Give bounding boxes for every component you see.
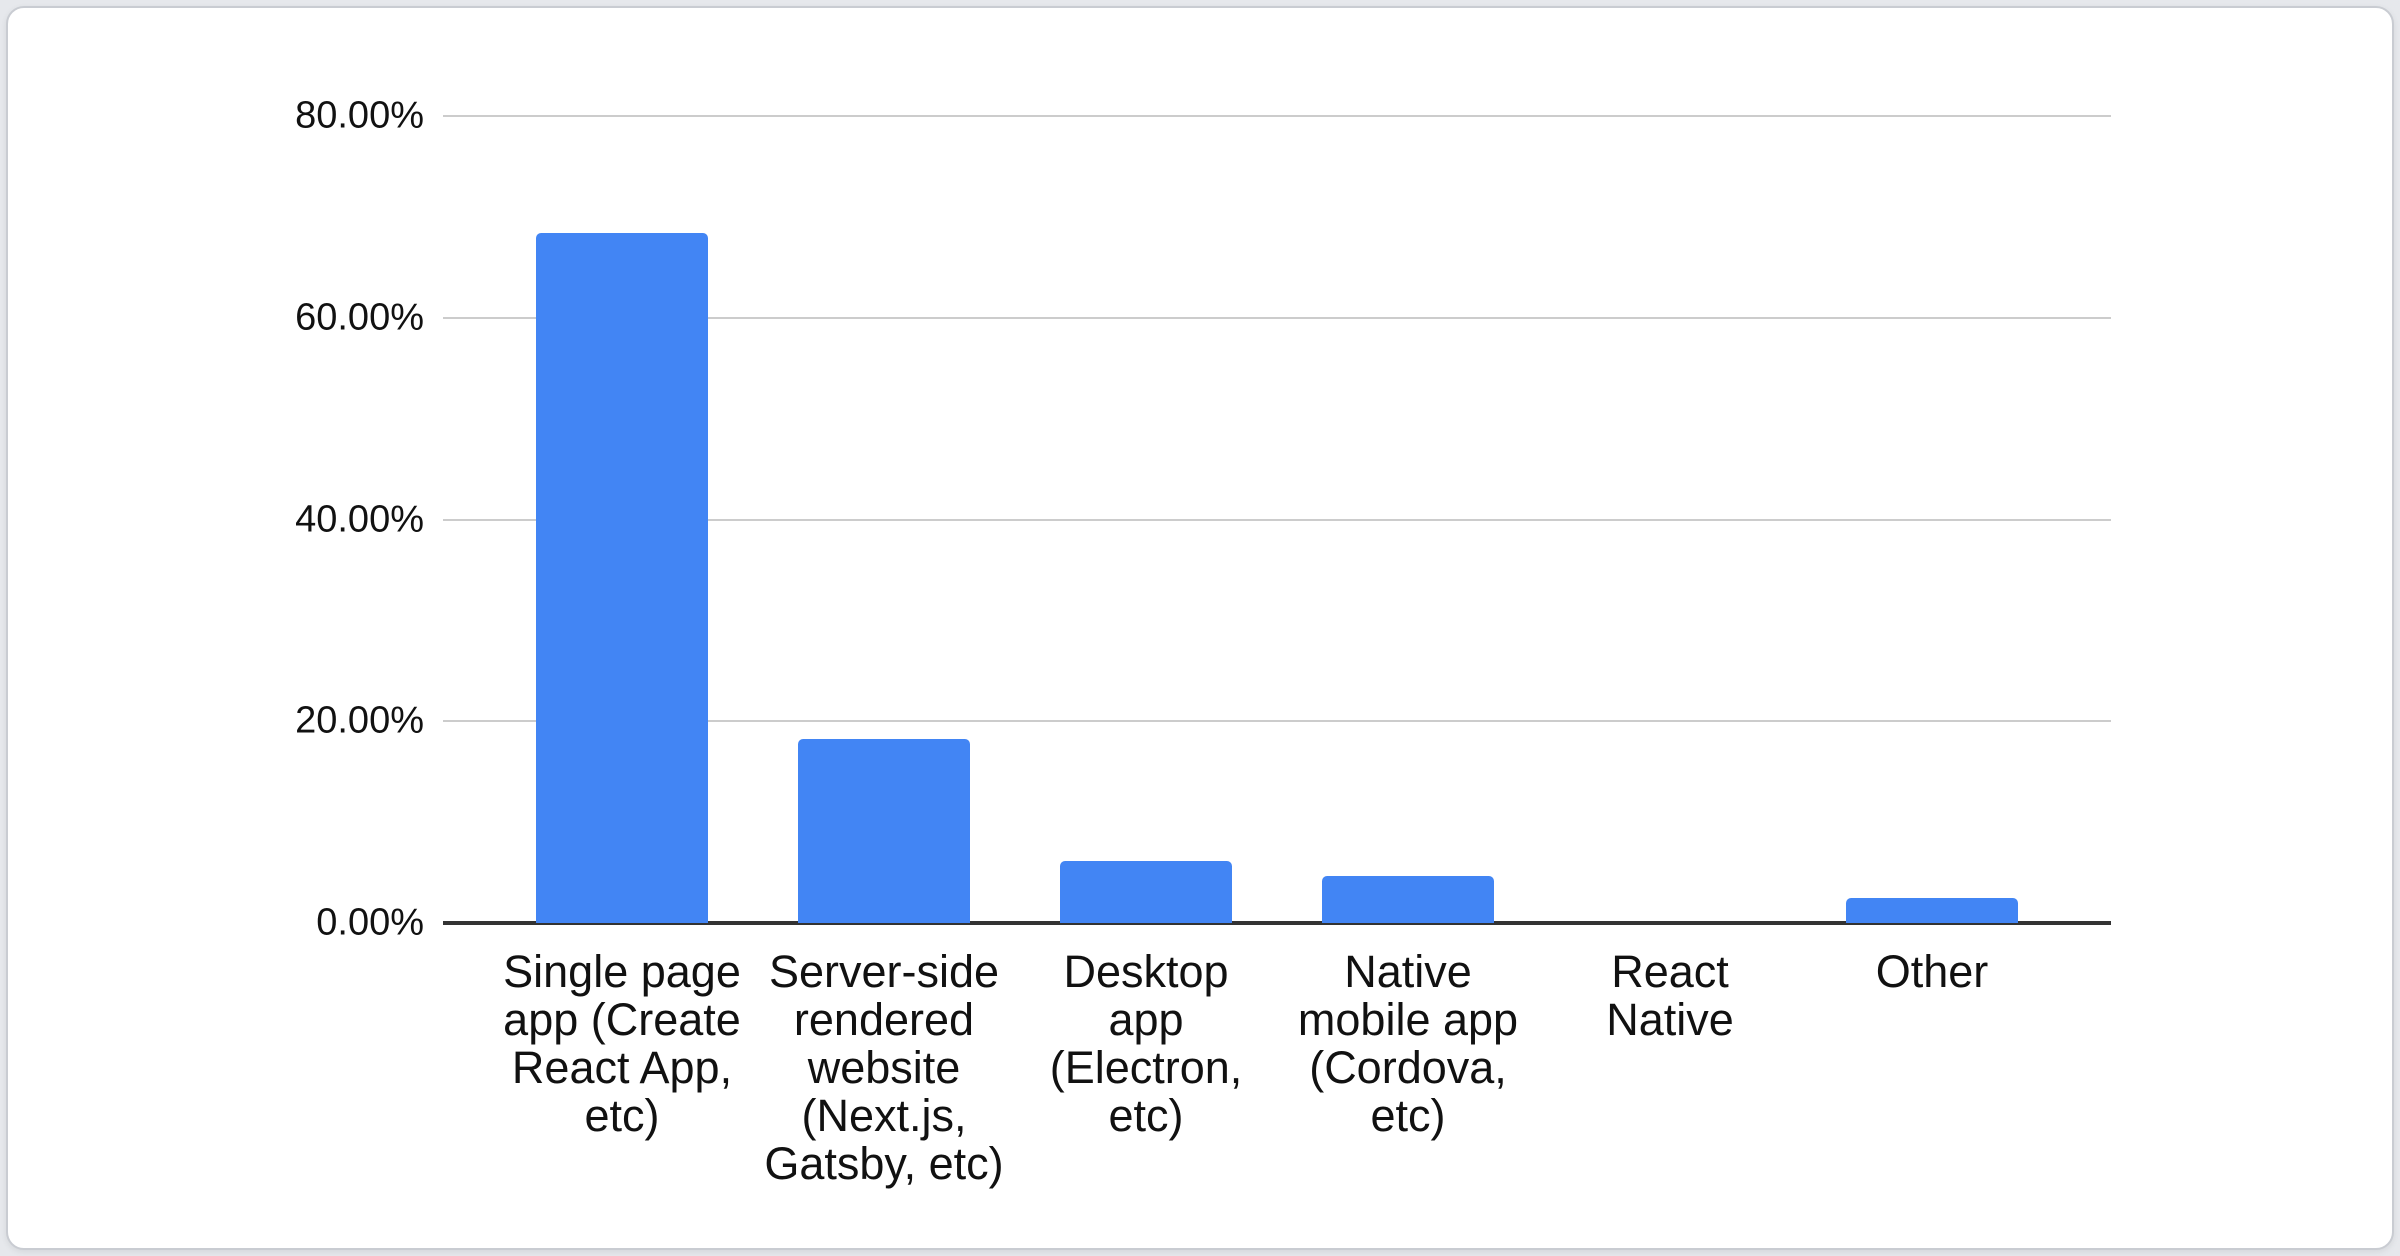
- x-axis-category-label-desktop-app: Desktop app (Electron, etc): [1049, 946, 1243, 1141]
- bar-slot-single-page-app: [491, 116, 753, 923]
- bar-slot-other: [1801, 116, 2063, 923]
- bars-group: [491, 116, 2063, 923]
- y-axis-tick-label: 80.00%: [295, 94, 424, 137]
- x-axis-labels-group: Single page app (Create React App, etc) S…: [491, 948, 2063, 1188]
- gridline: [443, 518, 2111, 521]
- bar-other[interactable]: [1846, 898, 2018, 923]
- bar-server-side-rendered-website[interactable]: [798, 739, 970, 923]
- chart-card: [6, 6, 2394, 1250]
- bar-desktop-app[interactable]: [1060, 861, 1232, 923]
- bar-native-mobile-app[interactable]: [1322, 876, 1494, 923]
- x-axis-category-label-single-page-app: Single page app (Create React App, etc): [503, 946, 741, 1141]
- x-axis-category-label-server-side-rendered-website: Server-side rendered website (Next.js, G…: [764, 946, 1004, 1189]
- y-axis-tick-label: 20.00%: [295, 699, 424, 742]
- gridline: [443, 720, 2111, 723]
- y-axis-tick-label: 60.00%: [295, 296, 424, 339]
- x-axis-line: [443, 921, 2111, 925]
- gridline: [443, 115, 2111, 117]
- y-axis-tick-label: 0.00%: [316, 901, 424, 944]
- gridline: [443, 316, 2111, 319]
- x-axis-category-label-other: Other: [1875, 946, 1989, 997]
- x-axis-category-label-react-native: React Native: [1606, 946, 1734, 1045]
- bar-slot-native-mobile-app: [1277, 116, 1539, 923]
- y-axis-tick-label: 40.00%: [295, 498, 424, 540]
- x-axis-category-label-native-mobile-app: Native mobile app (Cordova, etc): [1297, 946, 1519, 1141]
- bar-slot-server-side-rendered-website: [753, 116, 1015, 923]
- bar-slot-react-native: [1539, 116, 1801, 923]
- bar-single-page-app[interactable]: [536, 233, 708, 923]
- bar-slot-desktop-app: [1015, 116, 1277, 923]
